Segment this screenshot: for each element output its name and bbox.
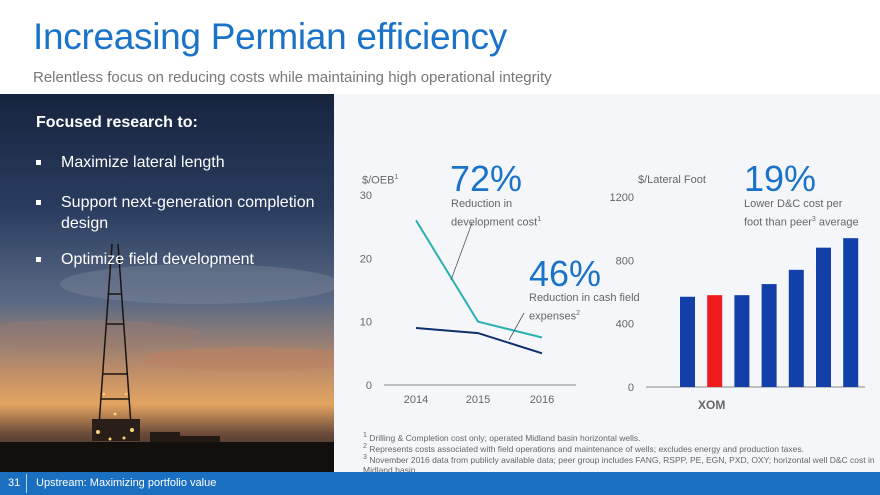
bullet-marker <box>36 257 41 262</box>
bar-chart-unit: $/Lateral Foot <box>638 174 706 186</box>
callout-line-72 <box>450 222 473 281</box>
bar-peer <box>788 269 804 387</box>
series-line-1 <box>415 327 543 355</box>
page-subtitle: Relentless focus on reducing costs while… <box>33 69 552 86</box>
y-tick-label: 30 <box>360 190 372 202</box>
bar-peer <box>734 295 750 387</box>
stat-19-desc: Lower D&C cost per foot than peer3 averag… <box>744 198 859 229</box>
bar-peer <box>843 238 859 387</box>
footnote-2: 2 Represents costs associated with field… <box>363 443 804 454</box>
footer-divider <box>26 474 27 493</box>
bar-xom <box>707 295 723 387</box>
stat-72-desc: Reduction in development cost1 <box>451 198 542 229</box>
xom-label: XOM <box>698 398 726 412</box>
focused-research-heading: Focused research to: <box>36 114 198 131</box>
bullet-marker <box>36 200 41 205</box>
y-tick-label: 20 <box>360 253 372 265</box>
x-tick-label: 2016 <box>530 394 554 406</box>
y-tick-label: 1200 <box>610 192 634 204</box>
x-tick-label: 2014 <box>404 394 428 406</box>
stat-19-value: 19% <box>744 158 817 199</box>
page-number: 31 <box>8 477 21 489</box>
y-tick-label: 800 <box>616 255 634 267</box>
stat-72-value: 72% <box>450 158 523 199</box>
footer-section: Upstream: Maximizing portfolio value <box>36 477 217 489</box>
footnote-3: 3 November 2016 data from publicly avail… <box>363 454 875 476</box>
bar-chart: 0 400 800 1200 <box>610 192 865 394</box>
x-tick-label: 2015 <box>466 394 490 406</box>
y-tick-label: 400 <box>616 319 634 331</box>
stat-46-desc: Reduction in cash field expenses2 <box>529 292 640 323</box>
bullet-item: Support next-generation completion desig… <box>36 192 326 234</box>
stat-46-value: 46% <box>529 253 602 294</box>
series-line-0 <box>415 219 543 339</box>
y-tick-label: 0 <box>628 382 634 394</box>
y-tick-label: 10 <box>360 317 372 329</box>
bar-peer <box>761 284 777 387</box>
bar-peer <box>816 247 831 387</box>
line-chart-unit: $/OEB1 <box>362 174 399 187</box>
bullet-item: Optimize field development <box>36 249 326 270</box>
page-title: Increasing Permian efficiency <box>33 16 507 57</box>
bar-peer <box>680 296 695 387</box>
footnote-1: 1 Drilling & Completion cost only; opera… <box>363 432 641 443</box>
callout-line-46 <box>508 312 525 341</box>
footer-bar: 31 Upstream: Maximizing portfolio value <box>0 472 880 495</box>
line-chart: 0 10 20 30 2014 2015 2016 <box>360 190 576 406</box>
y-tick-label: 0 <box>366 380 372 392</box>
bullet-item: Maximize lateral length <box>36 152 326 173</box>
bullet-marker <box>36 160 41 165</box>
oil-rig-sunset-image <box>0 94 334 472</box>
